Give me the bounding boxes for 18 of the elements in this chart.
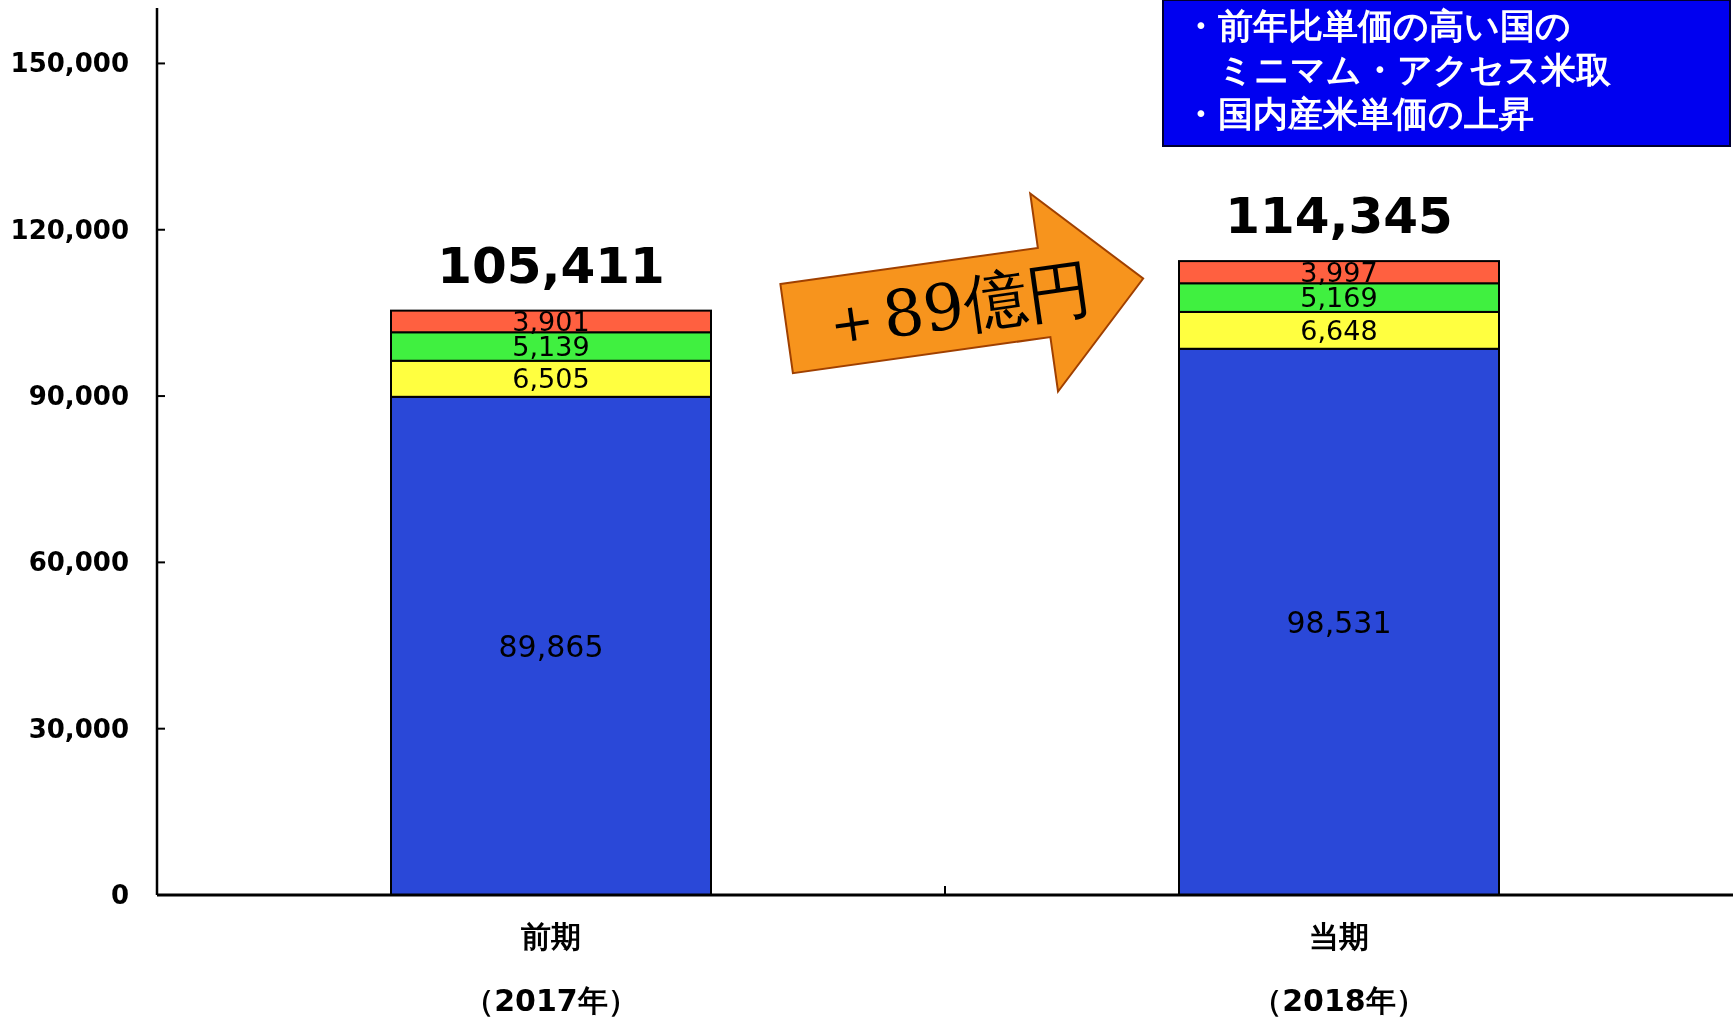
y-tick-label: 60,000 — [28, 547, 129, 578]
annotation: ・国内産米単価の上昇 — [1183, 94, 1534, 134]
annotation: ＋89億円 — [814, 250, 1096, 362]
y-tick-label: 0 — [110, 880, 129, 910]
x-tick-label: 前期（2017年） — [464, 919, 638, 1018]
text: 6,505 — [512, 363, 590, 395]
x-tick-label: 当期（2018年） — [1252, 919, 1426, 1018]
text: 6,648 — [1300, 315, 1378, 347]
y-tick-label: 30,000 — [28, 713, 129, 744]
total-label: 114,345 — [1225, 187, 1453, 246]
annotation: ・前年比単価の高い国のミニマム・アクセス米取 — [1183, 6, 1611, 90]
total-label: 105,411 — [437, 236, 665, 295]
y-tick-label: 90,000 — [28, 381, 129, 412]
text: 89,865 — [498, 628, 604, 664]
text: 3,997 — [1300, 256, 1378, 288]
y-tick-label: 120,000 — [10, 214, 129, 245]
text: 98,531 — [1286, 604, 1392, 640]
y-tick-label: 150,000 — [10, 48, 129, 79]
